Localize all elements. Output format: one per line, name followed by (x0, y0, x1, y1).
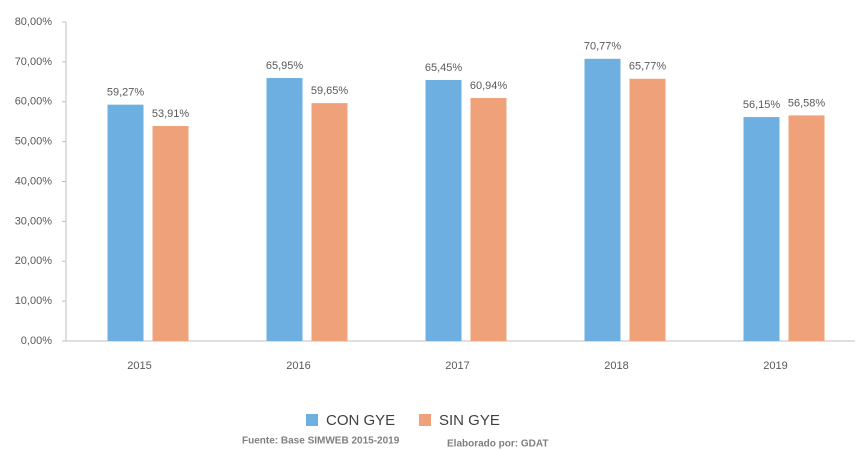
data-label: 65,77% (629, 61, 667, 73)
bar (584, 58, 621, 341)
bar (470, 98, 507, 342)
legend-swatch (419, 414, 431, 426)
data-label: 70,77% (584, 41, 622, 53)
bar (629, 78, 666, 341)
bar (743, 117, 780, 342)
bar (425, 80, 462, 341)
legend-label: CON GYE (326, 412, 395, 429)
data-label: 59,27% (107, 87, 145, 99)
legend-label: SIN GYE (439, 412, 500, 429)
x-tick-label: 2019 (763, 360, 787, 372)
y-tick-label: 70,00% (15, 56, 53, 68)
data-label: 65,45% (425, 62, 463, 74)
bar (266, 78, 303, 341)
annotation: Fuente: Base SIMWEB 2015-2019 (242, 436, 400, 447)
data-label: 60,94% (470, 80, 508, 92)
y-tick-label: 0,00% (21, 335, 52, 347)
y-tick-label: 10,00% (15, 295, 53, 307)
annotation: Elaborado por: GDAT (447, 439, 548, 450)
x-tick-label: 2015 (127, 360, 151, 372)
legend-swatch (306, 414, 318, 426)
bar (788, 115, 825, 341)
data-label: 56,15% (743, 99, 781, 111)
y-tick-label: 60,00% (15, 96, 53, 108)
y-tick-label: 30,00% (15, 215, 53, 227)
bar (311, 103, 348, 341)
y-tick-label: 50,00% (15, 136, 53, 148)
x-tick-label: 2018 (604, 360, 628, 372)
y-tick-label: 20,00% (15, 255, 53, 267)
x-tick-label: 2017 (445, 360, 469, 372)
data-label: 59,65% (311, 85, 349, 97)
y-tick-label: 40,00% (15, 175, 53, 187)
x-tick-label: 2016 (286, 360, 310, 372)
bar (107, 104, 144, 341)
y-tick-label: 80,00% (15, 16, 53, 28)
data-label: 53,91% (152, 108, 190, 120)
data-label: 56,58% (788, 97, 826, 109)
bar (152, 126, 189, 341)
data-label: 65,95% (266, 60, 304, 72)
